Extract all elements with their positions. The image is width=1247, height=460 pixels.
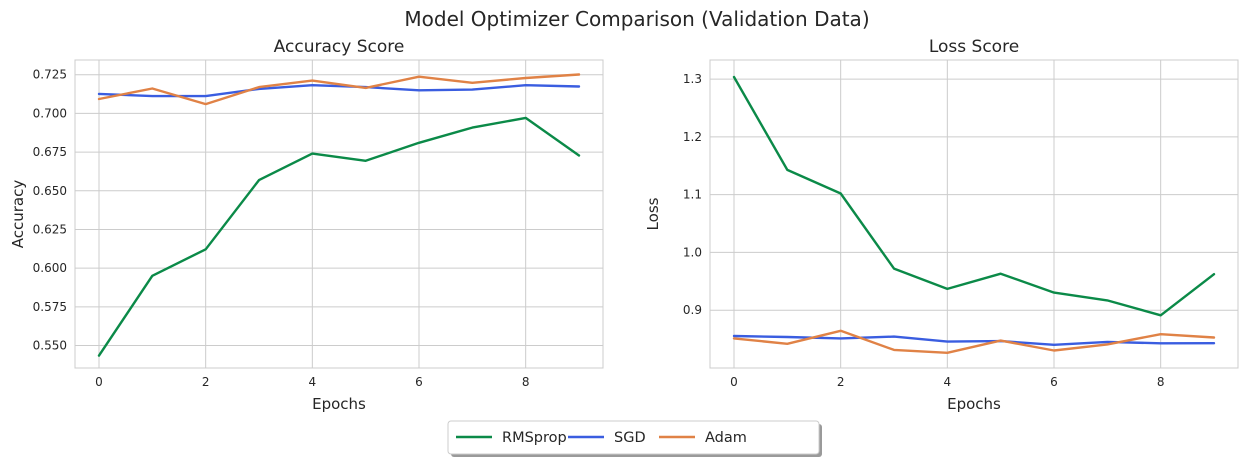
legend-label-adam: Adam xyxy=(705,430,747,446)
figure-title: Model Optimizer Comparison (Validation D… xyxy=(404,7,869,31)
accuracy-y-tick-label: 0.650 xyxy=(33,184,67,198)
loss-x-tick-label: 2 xyxy=(837,375,845,389)
loss-y-tick-label: 1.0 xyxy=(683,245,702,259)
accuracy-chart-title: Accuracy Score xyxy=(274,37,405,57)
loss-y-tick-label: 1.1 xyxy=(683,188,702,202)
accuracy-y-tick-label: 0.675 xyxy=(33,145,67,159)
loss-y-tick-label: 1.2 xyxy=(683,130,702,144)
loss-y-tick-label: 1.3 xyxy=(683,72,702,86)
loss-x-tick-label: 0 xyxy=(730,375,738,389)
loss-series-rmsprop-line xyxy=(732,75,1216,317)
loss-y-axis-label: Loss xyxy=(644,197,662,230)
accuracy-series-rmsprop-line xyxy=(97,116,581,357)
accuracy-y-tick-label: 0.575 xyxy=(33,300,67,314)
loss-y-tick-label: 0.9 xyxy=(683,303,702,317)
loss-chart: 0 2 4 6 8 0.9 1.0 1.1 1.2 1.3 Loss Score Epochs L… xyxy=(644,37,1239,413)
accuracy-x-tick-label: 8 xyxy=(522,375,530,389)
accuracy-x-tick-label: 0 xyxy=(95,375,103,389)
accuracy-x-tick-label: 6 xyxy=(415,375,423,389)
accuracy-y-axis-label: Accuracy xyxy=(9,180,27,249)
accuracy-x-tick-label: 4 xyxy=(309,375,317,389)
accuracy-x-tick-label: 2 xyxy=(202,375,210,389)
legend-box xyxy=(447,420,820,455)
accuracy-series-adam-line xyxy=(97,73,581,106)
loss-chart-title: Loss Score xyxy=(929,37,1019,57)
loss-plot-frame xyxy=(709,59,1239,369)
accuracy-plot-frame xyxy=(74,59,604,369)
accuracy-y-tick-label: 0.600 xyxy=(33,261,67,275)
accuracy-x-axis-label: Epochs xyxy=(312,395,366,413)
loss-x-tick-label: 4 xyxy=(944,375,952,389)
legend-label-sgd: SGD xyxy=(614,430,646,446)
accuracy-chart: 0 2 4 6 8 0.550 0.575 0.600 0.625 0.650 0.675 0.700… xyxy=(9,37,604,413)
loss-x-tick-label: 6 xyxy=(1050,375,1058,389)
accuracy-y-tick-label: 0.625 xyxy=(33,222,67,236)
loss-series-adam-line xyxy=(732,329,1216,354)
accuracy-y-tick-label: 0.550 xyxy=(33,339,67,353)
accuracy-y-tick-label: 0.700 xyxy=(33,106,67,120)
legend-label-rmsprop: RMSprop xyxy=(502,430,567,446)
loss-x-tick-label: 8 xyxy=(1157,375,1165,389)
accuracy-y-tick-label: 0.725 xyxy=(33,68,67,82)
loss-x-axis-label: Epochs xyxy=(947,395,1001,413)
legend: RMSprop SGD Adam xyxy=(447,420,822,457)
